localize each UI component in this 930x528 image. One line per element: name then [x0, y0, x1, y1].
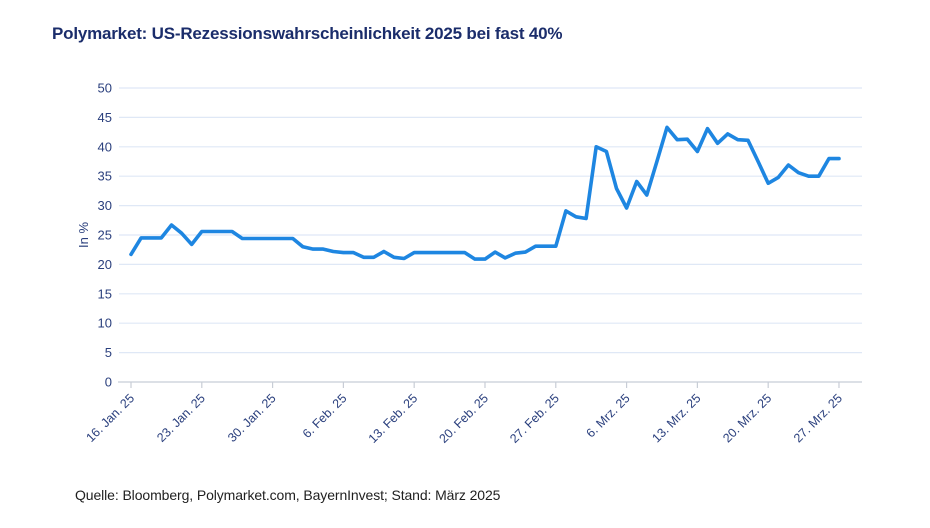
x-tick-label: 6. Feb. 25	[300, 391, 350, 441]
y-tick-label: 50	[98, 81, 112, 96]
y-tick-label: 0	[105, 375, 112, 390]
x-tick-label: 13. Feb. 25	[366, 391, 421, 446]
y-tick-label: 5	[105, 345, 112, 360]
y-tick-label: 40	[98, 139, 112, 154]
x-tick-label: 20. Mrz. 25	[720, 391, 774, 445]
series-line-recession-probability	[129, 125, 841, 261]
y-tick-label: 25	[98, 228, 112, 243]
x-tick-label: 27. Mrz. 25	[791, 391, 845, 445]
x-tick-label: 6. Mrz. 25	[584, 391, 633, 440]
x-tick-label: 23. Jan. 25	[154, 391, 208, 445]
y-tick-label: 15	[98, 286, 112, 301]
y-tick-label: 30	[98, 198, 112, 213]
y-axis-title: In %	[76, 222, 91, 248]
x-tick-label: 27. Feb. 25	[507, 391, 562, 446]
y-tick-label: 45	[98, 110, 112, 125]
y-tick-label: 10	[98, 316, 112, 331]
x-tick-label: 30. Jan. 25	[225, 391, 279, 445]
x-tick-label: 16. Jan. 25	[83, 391, 137, 445]
x-tick-label: 20. Feb. 25	[436, 391, 491, 446]
y-tick-label: 20	[98, 257, 112, 272]
chart-title: Polymarket: US-Rezessionswahrscheinlichk…	[52, 24, 563, 43]
x-tick-label: 13. Mrz. 25	[649, 391, 703, 445]
source-note: Quelle: Bloomberg, Polymarket.com, Bayer…	[75, 487, 501, 503]
y-tick-label: 35	[98, 169, 112, 184]
